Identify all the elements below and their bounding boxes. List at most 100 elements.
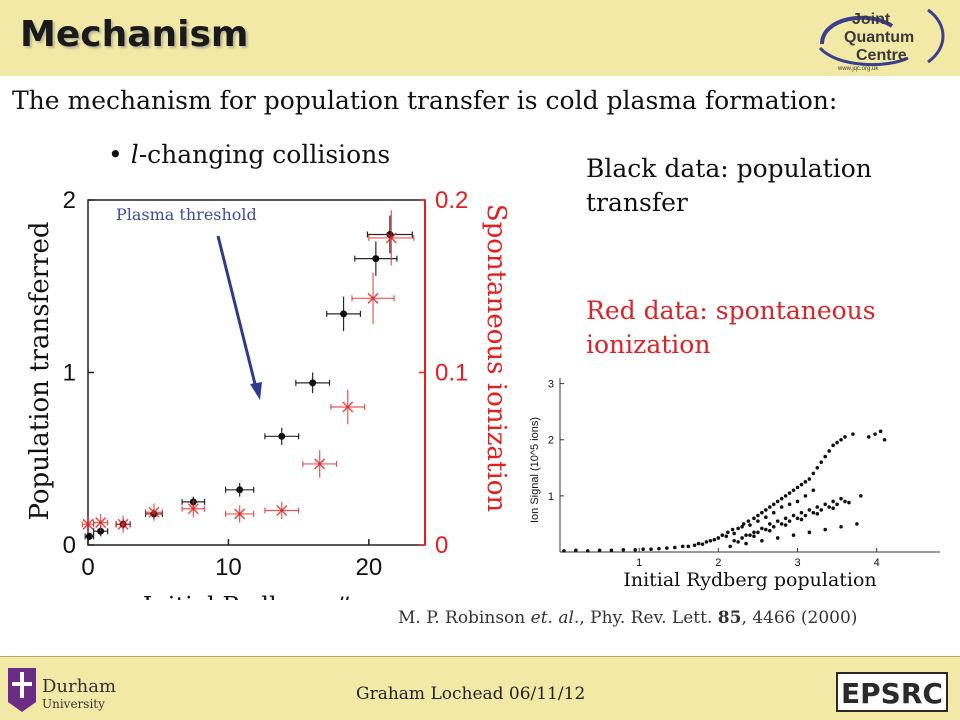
inset-data-point: [795, 499, 800, 504]
inset-data-point: [843, 499, 847, 504]
inset-data-point: [672, 545, 677, 550]
red-data-point: [148, 506, 160, 518]
inset-data-point: [815, 505, 820, 509]
inset-data-point: [775, 519, 780, 523]
inset-data-point: [839, 437, 843, 442]
inset-data-point: [823, 454, 828, 459]
main-y2-tick-label: 0.1: [435, 360, 468, 387]
red-data-point: [367, 292, 379, 304]
inset-data-point: [795, 485, 800, 490]
black-data-note: Black data: population transfer: [586, 154, 872, 217]
inset-data-point: [641, 547, 645, 551]
inset-y-label: Ion Signal (10^5 ions): [529, 417, 541, 523]
inset-data-point: [748, 533, 752, 537]
inset-data-point: [779, 496, 784, 501]
inset-data-point: [597, 548, 602, 553]
inset-data-point: [760, 510, 764, 515]
inset-data-point: [851, 432, 855, 436]
red-data-point: [187, 503, 199, 515]
red-marker-stroke: [148, 506, 160, 518]
red-marker-stroke: [367, 292, 379, 304]
inset-data-point: [831, 499, 835, 504]
inset-data-point: [815, 512, 820, 516]
inset-data-point: [764, 515, 768, 519]
plasma-threshold-arrow: [216, 235, 262, 400]
inset-data-point: [680, 544, 685, 549]
footer-divider: [0, 656, 960, 657]
inset-data-point: [787, 519, 792, 523]
inset-data-point: [744, 541, 748, 546]
bullet-italic: l: [130, 140, 139, 169]
inset-data-point: [767, 522, 772, 526]
red-data-point: [234, 508, 246, 520]
bullet-text: -changing collisions: [138, 140, 391, 169]
durham-line1: Durham: [42, 676, 116, 697]
inset-data-point: [756, 513, 760, 518]
inset-data-point: [787, 502, 792, 507]
inset-data-point: [855, 522, 859, 526]
footer-author-date: Graham Lochead 06/11/12: [356, 684, 586, 704]
inset-data-point: [771, 510, 776, 515]
inset-data-point: [748, 523, 752, 527]
inset-data-point: [819, 460, 824, 464]
inset-data-point: [827, 505, 831, 509]
inset-data-point: [716, 536, 721, 540]
inset-data-point: [760, 538, 764, 543]
bullet-item: • l-changing collisions: [108, 140, 391, 169]
inset-x-tick-label: 1: [636, 557, 642, 569]
intro-text: The mechanism for population transfer is…: [12, 86, 838, 115]
inset-data-point: [621, 547, 626, 552]
inset-data-point: [799, 482, 804, 487]
inset-x-label: Initial Rydberg population: [623, 569, 876, 591]
inset-data-point: [585, 549, 590, 553]
red-marker-stroke: [234, 508, 246, 520]
black-data-point: [340, 310, 348, 318]
black-data-point: [372, 255, 380, 263]
inset-data-point: [657, 546, 661, 551]
red-data-point: [276, 504, 288, 517]
jqc-url: www.jqc.org.uk: [837, 66, 879, 72]
inset-data-point: [724, 534, 729, 539]
inset-data-point: [811, 488, 816, 493]
inset-data-point: [783, 516, 788, 521]
inset-data-point: [783, 523, 788, 527]
epsrc-logo: EPSRC: [836, 672, 948, 712]
inset-data-point: [866, 435, 871, 439]
red-marker-stroke: [385, 232, 397, 244]
inset-data-point: [736, 540, 740, 544]
footer-band: [0, 657, 960, 720]
inset-data-point: [756, 519, 760, 523]
inset-data-point: [831, 506, 835, 511]
main-y-label: Population transferred: [25, 221, 55, 520]
inset-data-point: [744, 533, 748, 537]
ref-pages-year: , 4466 (2000): [741, 608, 858, 628]
inset-data-point: [633, 547, 638, 552]
red-data-point: [117, 518, 129, 530]
inset-data-point: [764, 527, 768, 532]
inset-data-point: [803, 480, 808, 484]
red-marker-stroke: [342, 401, 354, 413]
red-data-point: [385, 232, 397, 244]
inset-data-point: [787, 491, 792, 495]
inset-data-point: [708, 538, 713, 543]
inset-data-point: [791, 513, 796, 518]
main-x-tick-label: 10: [215, 554, 242, 581]
inset-x-tick-label: 2: [715, 557, 721, 569]
slide-title: Mechanism: [20, 14, 249, 55]
plasma-threshold-label: Plasma threshold: [116, 205, 257, 224]
inset-data-point: [665, 546, 669, 550]
inset-data-point: [823, 527, 828, 532]
main-y-tick-label: 2: [63, 187, 76, 214]
inset-data-point: [807, 477, 812, 481]
durham-line2: University: [42, 697, 105, 711]
red-data-point: [95, 517, 107, 529]
inset-data-point: [835, 502, 839, 507]
inset-data-point: [791, 488, 796, 493]
inset-data-point: [783, 494, 788, 498]
inset-data-point: [740, 536, 744, 540]
red-data-point: [342, 401, 354, 413]
red-data-point: [82, 518, 94, 530]
inset-data-point: [649, 547, 653, 551]
ref-volume: 85: [717, 608, 742, 628]
inset-data-point: [839, 524, 843, 529]
